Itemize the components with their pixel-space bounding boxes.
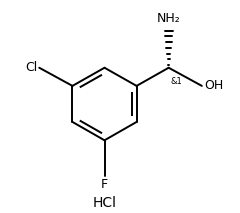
Text: HCl: HCl <box>92 196 116 210</box>
Text: NH₂: NH₂ <box>157 12 180 25</box>
Text: OH: OH <box>204 79 223 92</box>
Text: Cl: Cl <box>25 61 37 74</box>
Text: &1: &1 <box>171 77 183 86</box>
Text: F: F <box>101 178 108 191</box>
